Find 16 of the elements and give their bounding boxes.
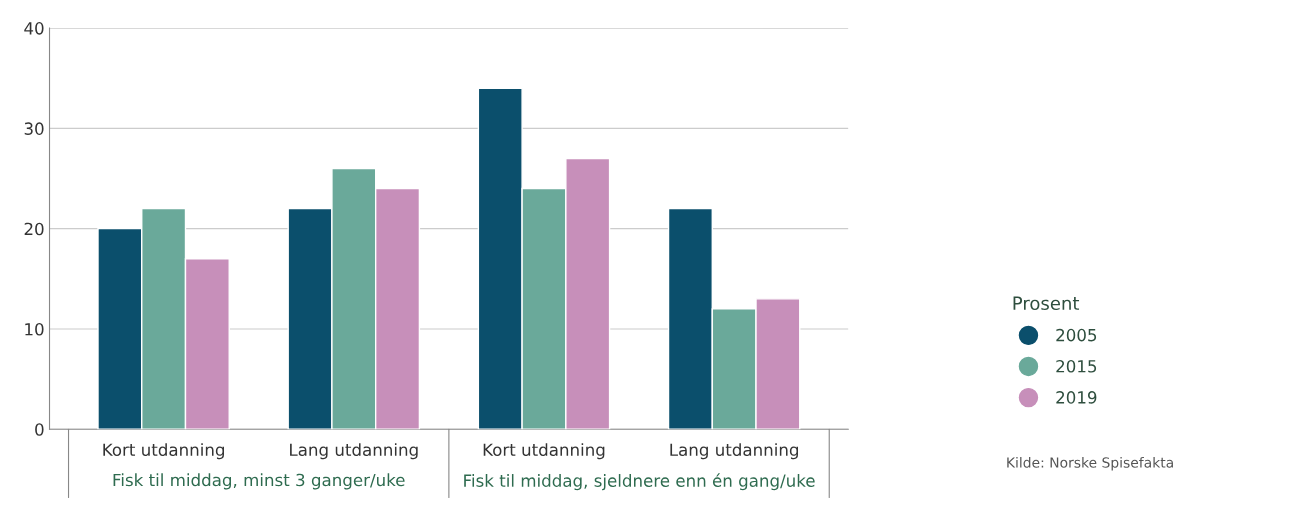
y-tick-label: 0 bbox=[35, 423, 44, 436]
legend-title: Prosent bbox=[1013, 296, 1080, 311]
text: Kilde: Norske Spisefakta bbox=[1007, 457, 1173, 471]
x-tick-label: Kort utdanning bbox=[103, 443, 224, 460]
y-tick-label: 40 bbox=[24, 22, 44, 35]
y-tick-label: 10 bbox=[25, 322, 44, 336]
x-tick-label: Lang utdanning bbox=[290, 443, 418, 460]
legend-label: 2015 bbox=[1056, 359, 1097, 373]
legend-label: 2019 bbox=[1056, 391, 1097, 404]
text: Fisk til middag, sjeldnere enn én gang/uke bbox=[464, 473, 815, 491]
y-tick-label: 20 bbox=[24, 222, 44, 236]
x-tick-label: Lang utdanning bbox=[670, 443, 798, 460]
x-tick-label: Kort utdanning bbox=[483, 443, 605, 460]
y-tick-label: 30 bbox=[24, 122, 44, 135]
text: Fisk til middag, minst 3 ganger/uke bbox=[113, 473, 405, 490]
legend-label: 2005 bbox=[1056, 328, 1097, 342]
